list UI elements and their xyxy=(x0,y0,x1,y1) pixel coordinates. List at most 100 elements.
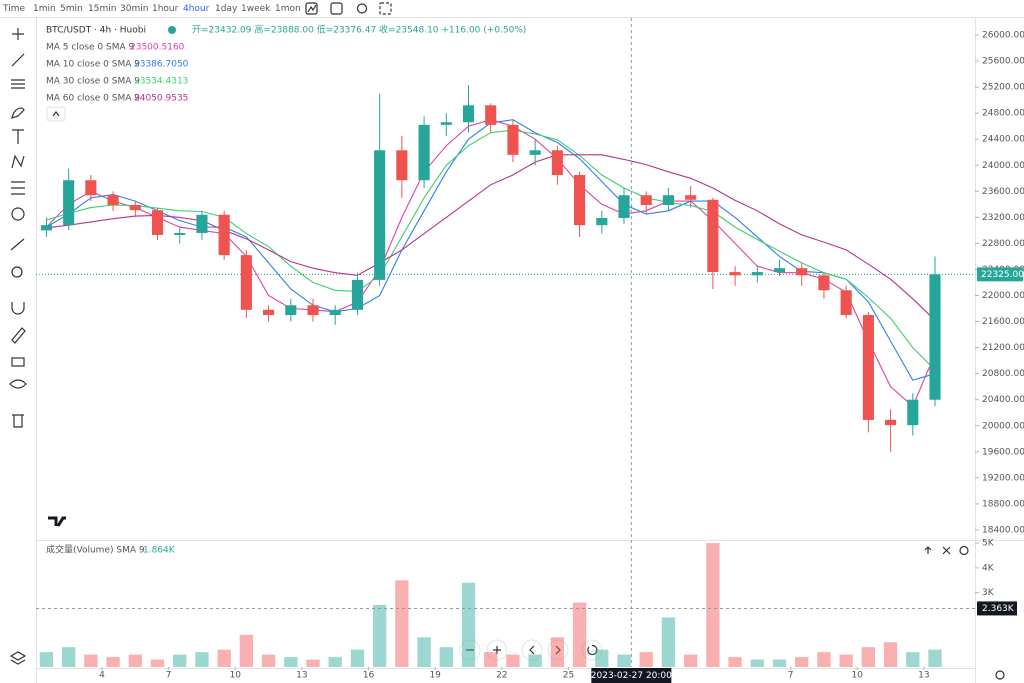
indicator-icon xyxy=(307,4,317,13)
candle-body xyxy=(618,195,630,219)
interval-button[interactable]: Time xyxy=(2,4,25,14)
candle-body xyxy=(818,275,830,291)
interval-button[interactable]: 1hour xyxy=(152,4,179,14)
reset-button[interactable] xyxy=(581,639,603,661)
candle-body xyxy=(773,268,786,273)
volume-title: 成交量(Volume) SMA 9 xyxy=(46,544,145,556)
measure-tool[interactable] xyxy=(10,238,25,251)
prediction-tool[interactable] xyxy=(11,181,25,195)
candle-body xyxy=(263,309,275,316)
candle-body xyxy=(662,195,674,205)
emoji-tool[interactable] xyxy=(11,207,25,221)
indicator-value: 23500.5160 xyxy=(130,43,185,53)
delete-tool[interactable] xyxy=(12,414,24,428)
text-tool[interactable] xyxy=(12,129,24,144)
lock-tool[interactable] xyxy=(11,357,25,367)
candle-body xyxy=(107,195,119,205)
settings-button[interactable] xyxy=(356,3,368,14)
candle-body xyxy=(418,124,430,181)
y-tick-label: 23200.00 xyxy=(982,213,1024,223)
zoom-in-icon xyxy=(493,646,501,654)
crosshair-tool[interactable] xyxy=(12,28,24,40)
volume-bar xyxy=(261,654,276,667)
fib-tool[interactable] xyxy=(11,79,25,89)
volume-bar xyxy=(328,657,342,667)
volume-tick-label: 5K xyxy=(982,539,995,549)
volume-bar xyxy=(306,659,320,667)
candle-body xyxy=(507,124,519,155)
interval-button[interactable]: 4hour xyxy=(183,4,210,14)
magnet-tool[interactable] xyxy=(11,302,25,315)
settings-gear[interactable] xyxy=(995,670,1005,680)
volume-bar xyxy=(417,637,431,667)
ma-line xyxy=(46,154,936,321)
x-tick-label: 7 xyxy=(788,671,794,681)
scroll-right-icon xyxy=(555,645,561,655)
close-pane-button[interactable] xyxy=(942,546,951,555)
zoom-controls[interactable] xyxy=(459,639,603,661)
volume-bar xyxy=(750,659,764,667)
zoom-tool[interactable] xyxy=(11,266,23,278)
chart-title: BTC/USDT · 4h · Huobi xyxy=(46,26,146,36)
collapse-button[interactable] xyxy=(46,106,66,122)
volume-bar xyxy=(817,652,831,667)
candle-body xyxy=(707,199,719,273)
y-tick-label: 24000.00 xyxy=(982,161,1024,171)
volume-bar xyxy=(195,652,209,667)
visibility-tool[interactable] xyxy=(9,379,27,389)
indicator-name: MA 10 close 0 SMA 9 xyxy=(46,60,140,70)
x-tick-label: 4 xyxy=(99,671,105,681)
indicator-value: 23386.7050 xyxy=(134,60,189,70)
compare-button[interactable] xyxy=(330,2,343,15)
volume-bar xyxy=(284,657,298,667)
volume-bar xyxy=(461,582,476,667)
volume-bar xyxy=(128,654,142,667)
y-tick-label: 20800.00 xyxy=(982,369,1024,379)
y-tick-label: 20000.00 xyxy=(982,421,1024,431)
indicator-value: 23534.4313 xyxy=(134,77,188,87)
pattern-tool[interactable] xyxy=(11,154,25,169)
scroll-left-button[interactable] xyxy=(521,639,543,661)
drawing-tools xyxy=(9,28,27,665)
y-tick-label: 21200.00 xyxy=(982,343,1024,353)
y-tick-label: 24400.00 xyxy=(982,135,1024,145)
scroll-right-button[interactable] xyxy=(547,639,569,661)
candle-body xyxy=(218,214,230,256)
status-dot xyxy=(168,26,176,34)
volume-bar xyxy=(550,637,565,667)
pane-buttons[interactable] xyxy=(924,545,969,556)
trendline-tool[interactable] xyxy=(11,53,25,67)
volume-bar xyxy=(861,647,876,667)
candle-body xyxy=(685,195,697,200)
indicator-button[interactable] xyxy=(305,2,318,15)
brush-tool[interactable] xyxy=(11,107,25,119)
y-tick-label: 22000.00 xyxy=(982,291,1024,301)
x-tick-label: 10 xyxy=(230,671,242,681)
lock-drawing-tool[interactable] xyxy=(11,327,26,344)
interval-button[interactable]: 5min xyxy=(60,4,83,14)
layers-button[interactable] xyxy=(9,651,27,665)
legend-collapse[interactable] xyxy=(46,106,66,122)
y-tick-label: 25600.00 xyxy=(982,57,1024,67)
volume-bar xyxy=(506,654,520,667)
y-tick-label: 19600.00 xyxy=(982,447,1024,457)
toolbar-icons[interactable] xyxy=(305,2,392,15)
volume-bar xyxy=(639,652,653,667)
interval-button[interactable]: 15min xyxy=(88,4,116,14)
screenshot-button[interactable] xyxy=(379,2,392,15)
x-tick-label: 7 xyxy=(166,671,172,681)
interval-button[interactable]: 30min xyxy=(120,4,148,14)
interval-button[interactable]: 1week xyxy=(241,4,271,14)
interval-button[interactable]: 1day xyxy=(215,4,238,14)
x-tick-label: 10 xyxy=(852,671,864,681)
volume-bar xyxy=(484,652,498,667)
maximize-pane-button[interactable] xyxy=(959,545,969,556)
volume-bar xyxy=(928,649,942,667)
volume-bar xyxy=(706,543,720,667)
interval-button[interactable]: 1mon xyxy=(275,4,301,14)
interval-button[interactable]: 1min xyxy=(33,4,56,14)
candle-body xyxy=(196,214,208,233)
volume-tick-label: 4K xyxy=(982,563,995,573)
move-up-button[interactable] xyxy=(924,546,932,554)
ohlc-readout: 开=23432.09 高=23888.00 低=23376.47 收=23548… xyxy=(192,24,526,36)
